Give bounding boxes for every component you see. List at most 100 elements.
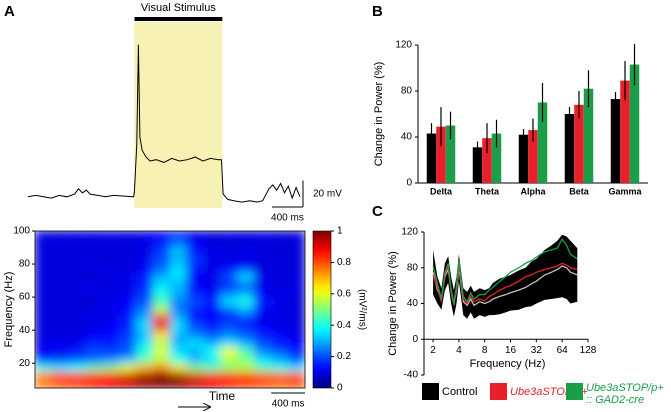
heatmap-cell — [102, 231, 120, 240]
heatmap-cell — [135, 304, 154, 315]
heatmap-cell — [169, 247, 188, 257]
heatmap-cell — [186, 313, 205, 323]
heatmap-cell — [237, 362, 255, 372]
heatmap-cell — [68, 304, 87, 315]
legend-swatch — [422, 383, 439, 400]
heatmap-cell — [68, 362, 87, 372]
heatmap-cell — [102, 263, 120, 273]
heatmap-cell — [118, 346, 137, 356]
heatmap-cell — [135, 288, 154, 298]
heatmap-cell — [102, 354, 120, 364]
heatmap-cell — [35, 296, 53, 306]
heatmap-cell — [118, 238, 137, 249]
heatmap-cell — [287, 370, 305, 388]
heatmap-cell — [169, 280, 188, 290]
heatmap-cell — [237, 288, 255, 298]
heatmap-cell — [237, 370, 255, 388]
heatmap-cell — [169, 329, 188, 339]
heatmap-cell — [253, 354, 272, 364]
heatmap-cell — [237, 280, 255, 290]
heatmap-cell — [85, 354, 103, 364]
heatmap-cell — [220, 271, 238, 282]
heatmap-cell — [102, 280, 120, 290]
heatmap-cell — [118, 370, 137, 388]
panel-label: A — [4, 3, 15, 20]
panel-label: B — [372, 3, 383, 20]
heatmap-cell — [68, 247, 87, 257]
heatmap-cell — [152, 238, 171, 249]
heatmap-cell — [237, 313, 255, 323]
heatmap-cell — [220, 247, 238, 257]
y-tick-label: 100 — [13, 226, 30, 237]
heatmap-cell — [135, 247, 154, 257]
heatmap-cell — [203, 288, 222, 298]
heatmap-cell — [203, 280, 222, 290]
heatmap-cell — [102, 313, 120, 323]
heatmap-cell — [85, 337, 103, 348]
y-tick-label: 0 — [406, 178, 412, 189]
heatmap-cell — [253, 321, 272, 331]
heatmap-cell — [85, 329, 103, 339]
heatmap-cell — [186, 362, 205, 372]
scale-label-y: 20 mV — [313, 188, 342, 199]
heatmap-cell — [51, 296, 70, 306]
heatmap-cell — [203, 346, 222, 356]
y-tick-label: 40 — [407, 298, 419, 309]
heatmap-cell — [85, 321, 103, 331]
heatmap-cell — [102, 271, 120, 282]
heatmap-cell — [68, 288, 87, 298]
bar — [620, 80, 630, 183]
heatmap-cell — [152, 304, 171, 315]
scale-label-x: 400 ms — [272, 399, 305, 410]
heatmap-cell — [135, 354, 154, 364]
bar — [445, 125, 456, 183]
heatmap-cell — [152, 321, 171, 331]
heatmap-cell — [169, 354, 188, 364]
heatmap-cell — [35, 263, 53, 273]
heatmap-cell — [152, 288, 171, 298]
heatmap-cell — [102, 329, 120, 339]
heatmap-cell — [135, 362, 154, 372]
heatmap-cell — [270, 337, 289, 348]
heatmap-cell — [186, 329, 205, 339]
heatmap-cell — [51, 354, 70, 364]
heatmap-cell — [186, 337, 205, 348]
heatmap-cell — [135, 296, 154, 306]
heatmap-cell — [253, 238, 272, 249]
heatmap-cell — [152, 231, 171, 240]
heatmap-cell — [203, 255, 222, 265]
x-tick-label: 16 — [505, 345, 517, 356]
heatmap-cell — [68, 255, 87, 265]
x-tick-label: 32 — [531, 345, 543, 356]
heatmap-cell — [135, 329, 154, 339]
heatmap-cell — [270, 354, 289, 364]
heatmap-cell — [270, 280, 289, 290]
heatmap-cell — [152, 280, 171, 290]
legend-label: Control — [442, 386, 478, 398]
heatmap-cell — [287, 280, 305, 290]
heatmap-cell — [118, 247, 137, 257]
heatmap-cell — [203, 313, 222, 323]
heatmap-cell — [85, 238, 103, 249]
heatmap-cell — [118, 321, 137, 331]
heatmap-cell — [270, 329, 289, 339]
heatmap-cell — [203, 296, 222, 306]
heatmap-cell — [35, 313, 53, 323]
y-tick-label: 120 — [395, 40, 412, 51]
heatmap-cell — [169, 321, 188, 331]
heatmap-cell — [237, 346, 255, 356]
heatmap-cell — [220, 370, 238, 388]
colorbar-tick-label: 0 — [337, 383, 343, 394]
heatmap-cell — [287, 346, 305, 356]
heatmap-cell — [203, 238, 222, 249]
heatmap-cell — [135, 231, 154, 240]
heatmap-cell — [287, 255, 305, 265]
y-tick-label: 20 — [19, 358, 31, 369]
heatmap-cell — [270, 370, 289, 388]
heatmap-cell — [253, 263, 272, 273]
heatmap-cell — [169, 313, 188, 323]
colorbar-tick-label: 0.2 — [337, 351, 351, 362]
heatmap-cell — [237, 271, 255, 282]
heatmap-cell — [253, 304, 272, 315]
heatmap-cell — [68, 296, 87, 306]
